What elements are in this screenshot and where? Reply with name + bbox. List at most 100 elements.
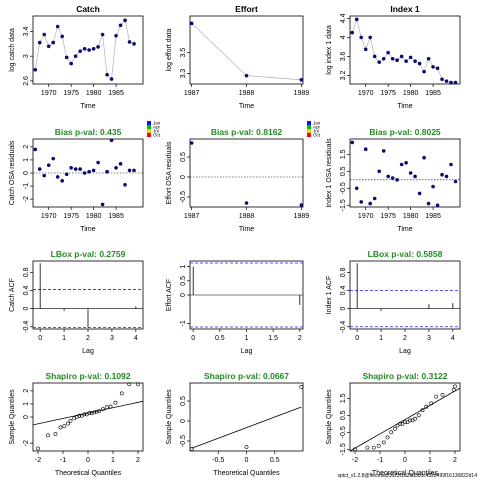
- qq-point: [244, 445, 249, 449]
- x-tick-label: 1970: [358, 90, 374, 97]
- qq-point: [82, 412, 87, 417]
- qq-point: [58, 425, 63, 430]
- x-axis-label: Time: [80, 103, 95, 110]
- panel-title: Shapiro p-val: 0.3122: [362, 371, 447, 381]
- plot-frame: [349, 382, 461, 452]
- data-point: [64, 55, 69, 60]
- qq-point: [299, 385, 304, 389]
- y-axis-label: Catch OSA residuals: [9, 140, 16, 205]
- y-tick-label: 3.3: [180, 69, 187, 79]
- residual-point: [37, 167, 42, 171]
- x-tick-label: -2: [35, 457, 41, 464]
- residual-point: [82, 171, 87, 175]
- data-point: [363, 47, 368, 52]
- panel-7: LBox p-val: 0.2759 0 1 2 3 4 -0.4 0 0.4 0.8 Lag Cat…: [9, 249, 144, 355]
- residual-point: [390, 176, 395, 180]
- x-axis-label: Time: [80, 226, 95, 233]
- x-tick-label: 1985: [425, 213, 441, 220]
- y-tick-label: 2.6: [23, 76, 30, 86]
- qq-line: [191, 406, 302, 449]
- y-tick-label: 0.4: [340, 285, 347, 295]
- y-tick-label: 0.5: [180, 276, 187, 286]
- series-line: [191, 23, 302, 81]
- qq-point: [398, 421, 402, 426]
- y-tick-label: -0.4: [340, 321, 347, 333]
- residual-point: [404, 161, 408, 165]
- x-tick-label: -0.5: [212, 457, 224, 464]
- residual-point: [60, 179, 64, 183]
- data-point: [354, 17, 359, 22]
- x-tick-label: 1970: [358, 213, 374, 220]
- flag-swatch: [147, 125, 151, 129]
- data-point: [33, 67, 38, 72]
- flag-label: Jul: [153, 129, 159, 134]
- residual-point: [55, 175, 60, 179]
- y-tick-label: 3: [23, 54, 30, 58]
- y-axis-label: Effort OSA residuals: [166, 141, 173, 204]
- x-tick-label: -2: [352, 457, 358, 464]
- y-tick-label: 0: [180, 293, 187, 297]
- residual-point: [100, 202, 105, 207]
- residual-point: [42, 173, 47, 178]
- data-point: [60, 34, 64, 39]
- flag-label: Apr: [313, 125, 321, 130]
- data-point: [96, 45, 100, 49]
- x-tick-label: 0: [86, 457, 90, 464]
- panel-title: Bias p-val: 0.435: [55, 127, 122, 137]
- qq-point: [434, 394, 439, 399]
- residual-point: [350, 140, 355, 145]
- x-tick-label: 1988: [239, 90, 255, 97]
- residual-point: [440, 172, 444, 177]
- x-tick-label: 0.5: [215, 335, 225, 342]
- x-tick-label: 1987: [184, 213, 200, 220]
- residual-point: [354, 186, 359, 191]
- data-point: [431, 65, 435, 69]
- x-tick-label: -1: [377, 457, 383, 464]
- plot-frame: [189, 382, 304, 452]
- data-point: [69, 61, 73, 66]
- qq-point: [136, 382, 140, 387]
- y-axis-label: Sample Quantiles: [9, 389, 16, 445]
- x-tick-label: 1970: [41, 213, 57, 220]
- qq-point: [393, 426, 397, 431]
- flag-label: Apr: [153, 125, 161, 130]
- y-tick-label: 0.8: [23, 267, 30, 277]
- data-point: [399, 54, 404, 59]
- residual-point: [105, 169, 109, 174]
- flag-label: Jan: [313, 121, 321, 126]
- qq-point: [410, 418, 415, 423]
- y-tick-label: 2: [23, 145, 30, 149]
- y-tick-label: 0: [23, 171, 30, 175]
- residual-point: [33, 147, 38, 152]
- plot-frame: [349, 260, 461, 330]
- flag-swatch: [307, 129, 311, 133]
- panel-12: Shapiro p-val: 0.3122 -2 -1 0 1 2 -1.5 -0.5 0.5 1…: [326, 371, 461, 477]
- residual-point: [46, 163, 51, 167]
- data-point: [381, 56, 386, 61]
- qq-point: [453, 384, 457, 389]
- qq-line: [349, 387, 461, 452]
- qq-point: [77, 413, 82, 418]
- x-tick-label: 2: [298, 335, 302, 342]
- residual-point: [132, 168, 136, 173]
- x-tick-label: 1970: [41, 90, 57, 97]
- residual-point: [399, 162, 404, 167]
- flag-swatch: [147, 133, 151, 137]
- qq-point: [403, 420, 407, 425]
- x-tick-label: 0: [38, 335, 42, 342]
- flag-swatch: [307, 121, 311, 125]
- y-tick-label: 2: [23, 389, 30, 393]
- residual-point: [109, 138, 114, 143]
- panel-title: Effort: [235, 4, 258, 14]
- qq-point: [416, 413, 421, 418]
- y-tick-label: 1.5: [340, 393, 347, 403]
- plot-frame: [189, 15, 304, 85]
- data-point: [109, 77, 114, 81]
- flag-label: Oct: [313, 133, 321, 138]
- qq-point: [119, 391, 124, 396]
- x-axis-label: Time: [397, 226, 412, 233]
- data-point: [440, 77, 444, 82]
- flag-swatch: [307, 133, 311, 137]
- data-point: [359, 35, 364, 40]
- x-tick-label: 3: [427, 335, 431, 342]
